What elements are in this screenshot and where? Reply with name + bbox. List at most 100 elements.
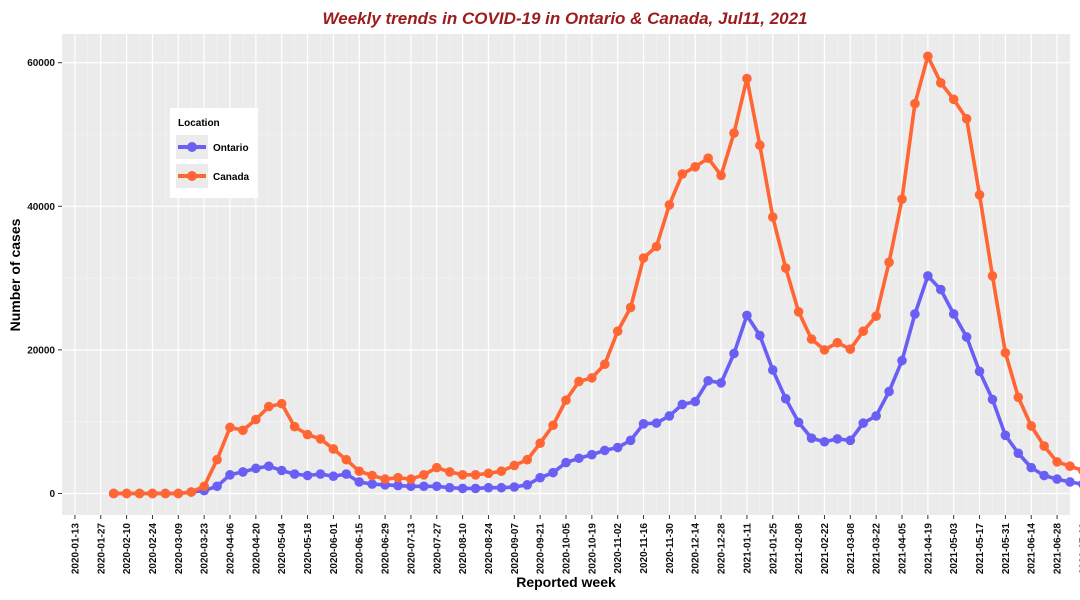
canada-point <box>974 190 985 200</box>
canada-point <box>147 488 158 499</box>
ontario-point <box>599 445 610 456</box>
canada-point <box>755 140 765 151</box>
ontario-point <box>1000 430 1011 441</box>
canada-point <box>677 169 688 179</box>
ontario-point <box>1013 448 1024 459</box>
x-tick-label: 2021-05-03 <box>949 523 960 575</box>
ontario-point <box>367 479 377 489</box>
x-tick-label: 2020-12-14 <box>691 523 702 575</box>
ontario-point <box>845 435 856 446</box>
canada-point <box>625 302 636 313</box>
canada-point <box>935 78 946 88</box>
canada-point <box>393 472 403 483</box>
canada-point <box>121 488 132 499</box>
x-tick-label: 2020-01-27 <box>96 523 107 575</box>
canada-point <box>767 212 778 222</box>
x-tick-label: 2020-06-29 <box>381 523 392 575</box>
canada-point <box>742 73 752 84</box>
ontario-point <box>457 483 468 494</box>
ontario-point <box>1039 470 1049 481</box>
canada-point <box>212 454 222 465</box>
canada-point <box>535 438 545 449</box>
ontario-point <box>509 482 520 492</box>
x-tick-label: 2020-11-02 <box>613 523 624 574</box>
canada-point <box>548 420 558 431</box>
ontario-point <box>832 434 843 444</box>
canada-point <box>444 467 455 477</box>
canada-point <box>186 487 197 497</box>
canada-point <box>251 414 261 425</box>
canada-point <box>302 429 313 440</box>
x-axis-title: Reported week <box>516 574 616 590</box>
x-axis-ticks: 2020-01-13 2020-01-27 2020-02-10 2020-02-24… <box>70 515 1080 574</box>
x-tick-label: 2020-11-16 <box>639 523 650 574</box>
canada-point <box>367 470 377 481</box>
canada-point <box>961 113 972 124</box>
x-tick-label: 2021-04-05 <box>898 523 909 575</box>
ontario-point <box>470 483 481 494</box>
canada-point <box>1065 461 1075 471</box>
canada-point <box>328 444 339 454</box>
ontario-point <box>897 355 907 366</box>
canada-point <box>160 488 171 499</box>
x-tick-label: 2021-03-22 <box>872 523 883 575</box>
canada-point <box>199 481 209 492</box>
canada-point <box>496 466 507 477</box>
x-tick-label: 2020-12-28 <box>717 523 728 575</box>
ontario-point <box>328 471 339 482</box>
x-tick-label: 2020-10-19 <box>587 523 598 575</box>
ontario-point <box>393 480 403 491</box>
ontario-point <box>1052 474 1062 484</box>
legend-key-ontario-point <box>187 142 197 152</box>
ontario-point <box>289 469 300 479</box>
canada-line <box>113 54 1080 496</box>
canada-point <box>780 263 791 273</box>
ontario-point <box>625 435 636 446</box>
ontario-point <box>548 467 558 478</box>
canada-point <box>923 51 933 62</box>
x-tick-label: 2020-01-13 <box>70 523 81 575</box>
x-tick-label: 2021-05-17 <box>975 523 986 575</box>
ontario-point <box>1065 477 1075 487</box>
canada-point <box>289 421 300 432</box>
ontario-point <box>858 418 869 428</box>
chart-title: Weekly trends in COVID-19 in Ontario & C… <box>323 9 808 28</box>
x-tick-label: 2020-05-18 <box>303 523 314 575</box>
y-tick-label: 40000 <box>27 202 55 213</box>
canada-point <box>884 257 894 268</box>
canada-point <box>470 469 481 480</box>
y-tick-label: 0 <box>49 489 55 500</box>
ontario-point <box>987 394 998 405</box>
x-tick-label: 2020-08-10 <box>458 523 469 575</box>
legend-title: Location <box>178 118 220 129</box>
legend-key-canada-point <box>187 171 197 181</box>
ontario-point <box>690 396 701 407</box>
legend-label-canada: Canada <box>213 172 250 183</box>
ontario-point <box>910 309 920 319</box>
canada-point <box>664 200 675 210</box>
ontario-point <box>612 442 623 453</box>
ontario-point <box>587 449 597 460</box>
series-layer <box>108 51 1080 499</box>
canada-point <box>457 469 468 480</box>
ontario-point <box>496 482 507 493</box>
canada-point <box>638 253 649 263</box>
canada-point <box>793 307 804 317</box>
canada-point <box>897 194 907 204</box>
ontario-point <box>664 411 675 421</box>
ontario-point <box>431 481 442 492</box>
canada-point <box>871 311 881 321</box>
ontario-point <box>948 309 959 319</box>
canada-point <box>1052 457 1062 467</box>
canada-point <box>587 373 597 383</box>
ontario-point <box>574 453 584 464</box>
canada-point <box>806 334 817 344</box>
ontario-point <box>315 469 326 479</box>
legend: Location Ontario Canada <box>170 108 258 198</box>
ontario-point <box>651 418 662 428</box>
y-axis-ticks: 0 20000 40000 60000 <box>27 58 62 500</box>
ontario-point <box>729 348 739 359</box>
canada-point <box>341 454 352 465</box>
ontario-point <box>561 457 571 468</box>
x-tick-label: 2020-04-06 <box>226 523 237 575</box>
